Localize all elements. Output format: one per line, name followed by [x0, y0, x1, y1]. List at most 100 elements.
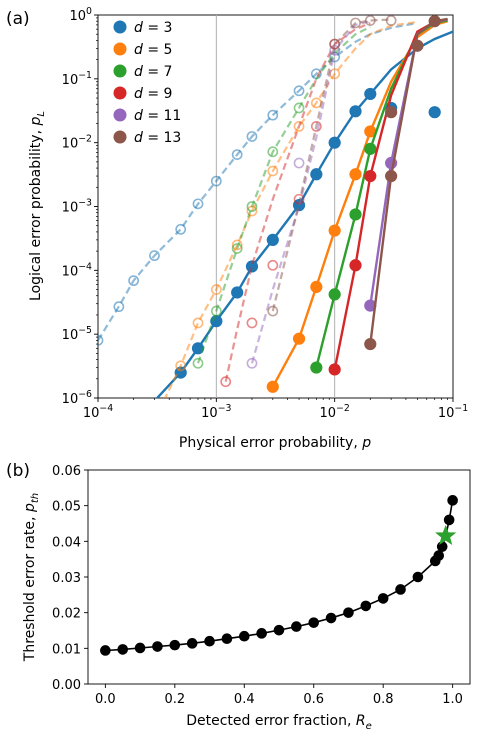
panel-b-label: (b) [6, 461, 30, 481]
panel-a-xlabel: Physical error probability, p [179, 435, 371, 451]
series-d11-open-point [246, 357, 258, 369]
legend-label: d = 13 [134, 130, 181, 146]
series-d11-open-point [293, 157, 305, 169]
series-d13-open-point [364, 15, 376, 26]
series-d7-point [328, 288, 341, 301]
series-d3-open-point [293, 85, 305, 97]
x-tick-label: 10−2 [320, 403, 350, 421]
series-d3-point [349, 105, 362, 118]
series-d13-open-point [329, 38, 341, 50]
series-d9-point [328, 363, 341, 376]
series-d3-open-point [192, 198, 204, 210]
series-d3-open-point [210, 175, 222, 187]
series-d9-point [364, 169, 377, 183]
series-d7-open-point [231, 243, 243, 254]
series-d9-point [349, 259, 362, 272]
series-d9-open-point [310, 120, 322, 132]
legend-label: d = 7 [134, 64, 172, 80]
series-d13-open-point [350, 17, 361, 29]
y-tick-label: 10−6 [62, 389, 92, 407]
threshold-point [443, 514, 455, 526]
series-d7-open-point [293, 102, 305, 114]
series-d13-point [411, 39, 424, 52]
series-d3-point [310, 168, 323, 181]
series-d5-open-point [175, 360, 187, 372]
y-tick-label: 0.00 [52, 678, 81, 693]
series-d3-point [428, 106, 441, 119]
panel-b-series [100, 495, 458, 656]
series-d13-point [385, 169, 398, 183]
panel-a-chart: 10−4 10−3 10−2 10−1 10−6 10−5 10−4 10−3 10−2 10−1… [28, 6, 468, 451]
legend-marker [113, 108, 127, 122]
series-d9-dashed-line [224, 21, 371, 382]
series-d7-open-point [192, 357, 204, 369]
y-tick-label: 0.03 [52, 571, 81, 586]
series-d3-open-point [246, 131, 258, 142]
panel-b-chart: 0.0 0.2 0.4 0.6 0.8 1.0 0.00 0.01 0.02 0.03 0.04 0.… [22, 464, 471, 732]
series-d3-point [231, 286, 244, 299]
legend-label: d = 3 [134, 20, 172, 36]
x-tick-label: 10−1 [438, 403, 468, 421]
series-d7-point [349, 208, 362, 221]
series-d9-open-point [267, 259, 279, 271]
legend-marker [113, 64, 127, 78]
series-d13-point [385, 106, 398, 119]
threshold-point [412, 571, 424, 583]
series-d7-open-point [267, 146, 279, 158]
threshold-point [221, 633, 233, 645]
y-tick-label: 10−1 [62, 70, 92, 88]
series-d3-point [266, 233, 279, 246]
threshold-point [169, 639, 181, 651]
threshold-point [308, 617, 320, 628]
y-tick-label: 0.02 [52, 607, 81, 622]
series-d3-open-point [175, 223, 187, 235]
series-d11-solid-line [369, 18, 448, 306]
y-tick-label: 10−2 [62, 134, 92, 152]
x-tick-label: 10−3 [201, 403, 231, 421]
series-d5-open-point [267, 165, 279, 177]
series-d7-point [364, 142, 377, 155]
threshold-point [238, 630, 250, 642]
series-d7-open-point [246, 201, 258, 212]
panel-a-label: (a) [6, 9, 30, 29]
threshold-point [100, 645, 111, 656]
legend-marker [113, 130, 127, 144]
series-d3-open-point [267, 109, 279, 121]
series-d5-point [310, 280, 323, 294]
series-d13-dashed-line [271, 18, 392, 312]
threshold-point [117, 644, 129, 655]
legend-marker [113, 20, 127, 34]
threshold-point [273, 624, 285, 636]
series-d3-open-point [113, 301, 125, 313]
legend-label: d = 5 [134, 42, 172, 58]
series-d3-open-point [149, 250, 160, 262]
series-d3-open-point [128, 275, 140, 287]
y-tick-label: 10−4 [62, 261, 92, 279]
y-tick-label: 0.05 [52, 500, 81, 515]
series-d3-open-point [231, 149, 243, 161]
series-d3-point [245, 260, 259, 273]
series-d7-open-point [210, 305, 222, 317]
threshold-point [204, 635, 215, 647]
x-tick-label: 0.8 [373, 692, 394, 707]
legend-marker [113, 86, 127, 100]
threshold-point [395, 584, 406, 595]
series-d3-point [328, 136, 341, 149]
series-d9-solid-line [333, 18, 448, 370]
x-tick-label: 1.0 [442, 692, 463, 707]
series-d11-open-point [329, 44, 341, 56]
panel-a-series [98, 15, 453, 398]
y-tick-label: 0.01 [52, 642, 81, 657]
series-d5-point [292, 332, 306, 345]
series-d9-open-point [220, 376, 232, 388]
series-d11-dashed-line [250, 20, 371, 364]
x-tick-label: 0.0 [95, 692, 116, 707]
y-tick-label: 10−5 [62, 325, 92, 343]
series-d9-open-point [246, 317, 258, 329]
series-d7-point [310, 361, 323, 374]
series-d13-open-point [385, 15, 397, 26]
legend-label: d = 11 [134, 108, 181, 124]
x-tick-label: 0.6 [303, 692, 324, 707]
series-d7-dashed-line [196, 25, 371, 364]
